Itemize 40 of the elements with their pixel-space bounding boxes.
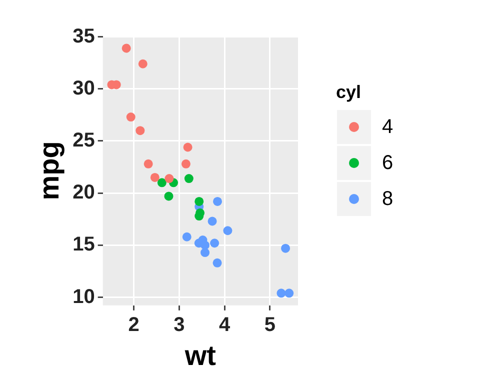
- point: [182, 232, 192, 242]
- point: [181, 159, 190, 168]
- point: [183, 142, 192, 152]
- point: [212, 258, 222, 268]
- point: [284, 288, 294, 298]
- y-tick-label: 35: [72, 25, 95, 48]
- point: [213, 196, 222, 206]
- point: [200, 240, 210, 250]
- point: [157, 178, 166, 188]
- point: [208, 216, 217, 226]
- y-tick-label: 30: [72, 77, 95, 100]
- point: [136, 126, 145, 136]
- point: [150, 172, 160, 182]
- y-tick-label: 25: [72, 130, 95, 152]
- point: [200, 248, 210, 258]
- legend-title: cyl: [336, 82, 362, 103]
- y-tick-label: 20: [72, 182, 95, 204]
- x-tick-label: 4: [218, 314, 231, 336]
- legend-label: 4: [382, 116, 394, 138]
- point: [223, 226, 232, 236]
- point: [184, 174, 194, 184]
- x-tick-label: 5: [264, 314, 276, 336]
- y-tick-label: 10: [72, 286, 95, 308]
- point: [122, 44, 131, 53]
- point: [194, 196, 204, 206]
- point: [281, 244, 290, 253]
- legend-label: 8: [382, 188, 394, 210]
- x-tick-label: 2: [128, 314, 140, 336]
- point: [144, 159, 153, 168]
- point: [210, 238, 220, 248]
- point: [164, 174, 174, 184]
- point: [138, 59, 148, 68]
- x-axis-title: wt: [184, 340, 216, 371]
- point: [276, 288, 286, 298]
- x-tick-label: 3: [174, 314, 185, 336]
- y-tick-label: 15: [72, 234, 95, 256]
- point: [126, 112, 136, 122]
- y-axis-title: mpg: [34, 141, 65, 200]
- point: [164, 192, 174, 201]
- legend-label: 6: [382, 152, 394, 174]
